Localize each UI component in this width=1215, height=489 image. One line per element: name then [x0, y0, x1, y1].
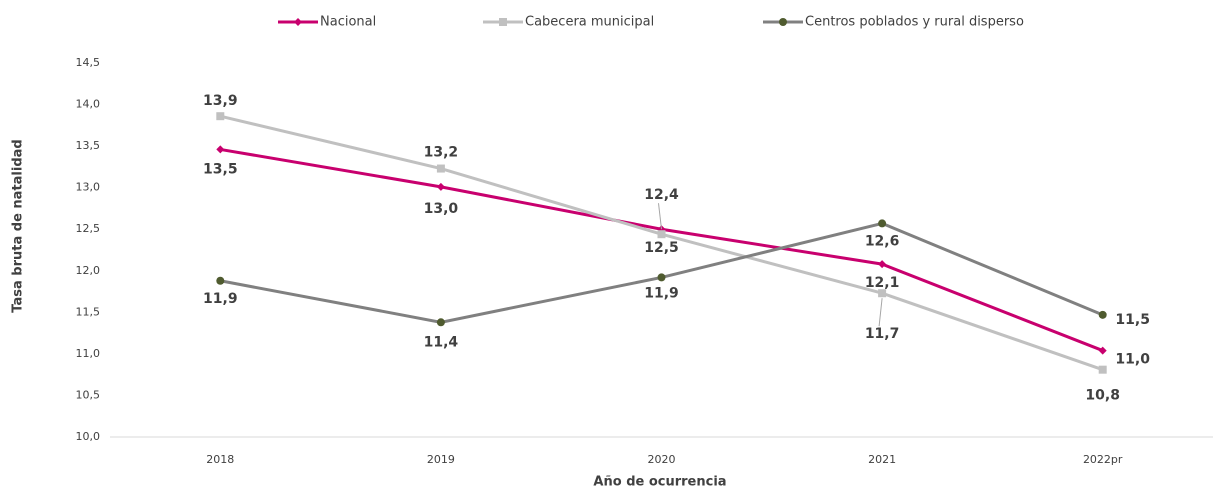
marker [216, 145, 225, 154]
legend-label: Nacional [320, 15, 376, 30]
legend-label: Centros poblados y rural disperso [805, 15, 1024, 30]
x-tick-label: 2022pr [1083, 453, 1123, 466]
y-tick-label: 10,5 [76, 388, 101, 401]
marker [878, 260, 887, 269]
y-tick-label: 10,0 [76, 430, 101, 443]
data-label: 11,9 [644, 285, 679, 301]
y-tick-label: 12,5 [76, 222, 101, 235]
legend-label: Cabecera municipal [525, 15, 654, 30]
leader-line [658, 203, 662, 230]
x-tick-label: 2021 [868, 453, 896, 466]
x-axis-title: Año de ocurrencia [593, 475, 726, 489]
data-label: 10,8 [1085, 388, 1120, 404]
y-tick-label: 14,5 [76, 56, 101, 69]
x-tick-label: 2020 [648, 453, 676, 466]
marker [779, 18, 787, 26]
data-label: 12,5 [644, 240, 679, 256]
marker [436, 318, 445, 327]
leader-line [878, 298, 883, 327]
data-label: 13,2 [424, 145, 459, 161]
data-label: 11,4 [424, 334, 459, 350]
data-label: 12,6 [865, 233, 900, 249]
marker [216, 276, 225, 285]
data-label: 11,5 [1115, 312, 1150, 328]
marker [657, 230, 666, 239]
data-label: 12,4 [644, 187, 679, 203]
series-line [220, 221, 1104, 324]
marker [878, 289, 887, 298]
y-tick-label: 11,5 [76, 305, 101, 318]
marker [878, 219, 887, 228]
y-tick-label: 14,0 [76, 98, 101, 111]
marker [1098, 346, 1107, 355]
marker [294, 18, 302, 26]
data-label: 13,9 [203, 93, 238, 109]
data-label: 11,7 [865, 326, 900, 342]
data-label: 11,0 [1115, 352, 1150, 368]
y-tick-label: 11,0 [76, 347, 101, 360]
marker [216, 112, 225, 121]
y-axis-title: Tasa bruta de natalidad [11, 139, 26, 312]
x-tick-label: 2019 [427, 453, 455, 466]
data-label: 13,0 [424, 201, 459, 217]
x-tick-label: 2018 [206, 453, 234, 466]
data-label: 13,5 [203, 161, 238, 177]
data-label: 12,1 [865, 275, 900, 291]
marker [499, 18, 507, 26]
marker [1098, 365, 1107, 374]
marker [1098, 310, 1107, 319]
y-tick-label: 12,0 [76, 264, 101, 277]
marker [436, 182, 445, 191]
data-label: 11,9 [203, 291, 238, 307]
marker [436, 164, 445, 173]
y-tick-label: 13,0 [76, 181, 101, 194]
y-tick-label: 13,5 [76, 139, 101, 152]
marker [657, 273, 666, 282]
